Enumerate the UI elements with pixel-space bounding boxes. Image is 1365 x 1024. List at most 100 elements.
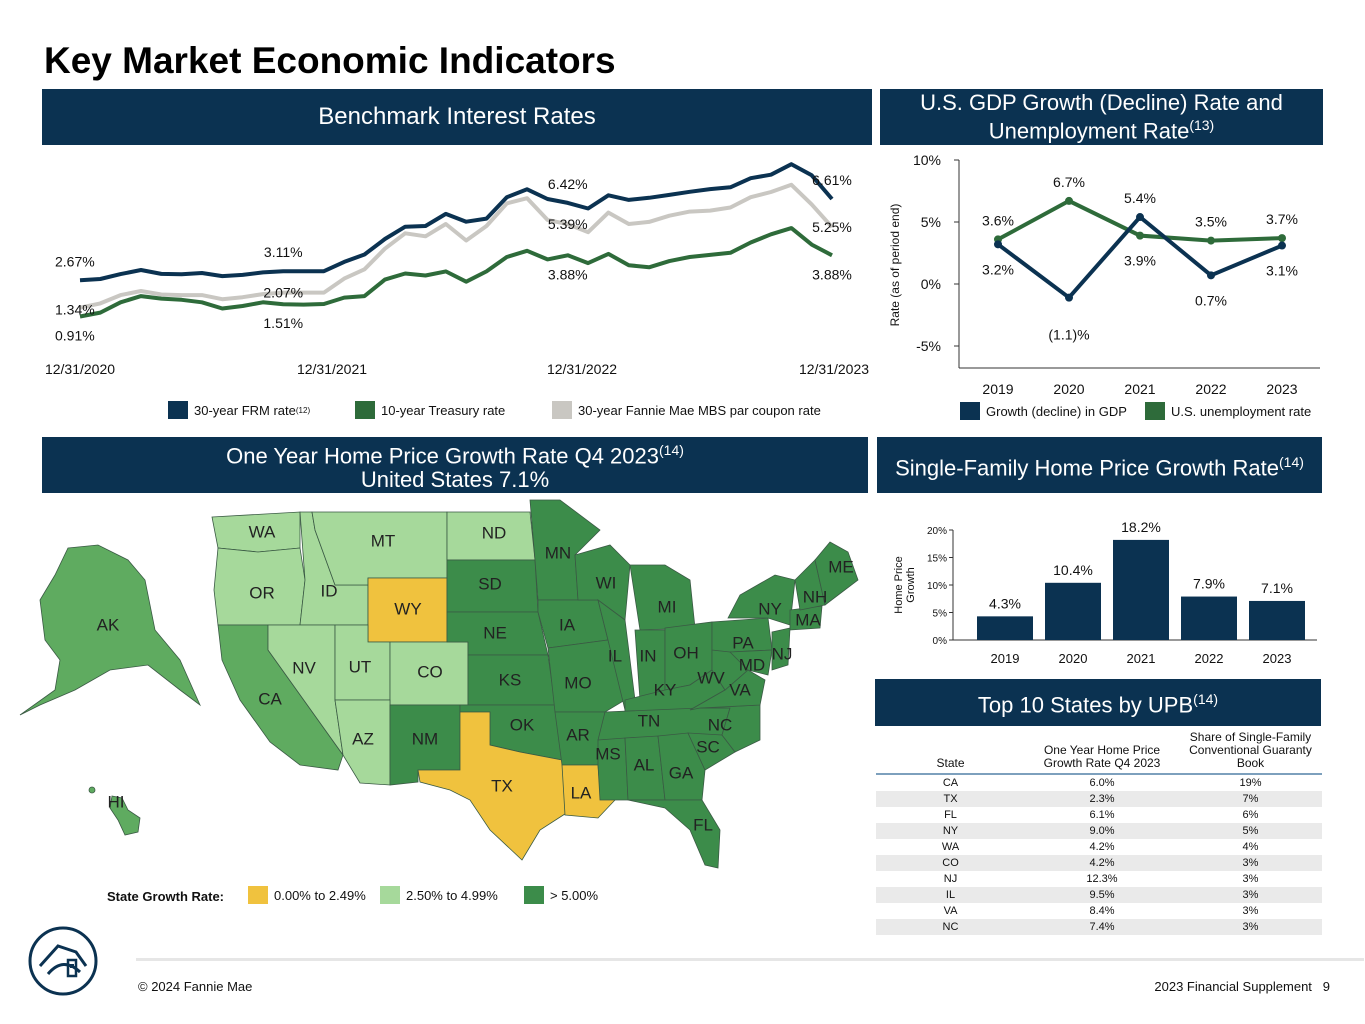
table-row: NC 7.4% 3% xyxy=(876,919,1322,935)
gdp-y-axis-label: Rate (as of period end) xyxy=(888,204,902,327)
rates-data-label: 6.61% xyxy=(812,172,852,188)
table-cell: CO xyxy=(876,855,1025,871)
hpg-bar xyxy=(1249,600,1305,640)
state-label-IA: IA xyxy=(559,615,576,634)
table-cell: 3% xyxy=(1179,855,1322,871)
gdp-data-label: 3.7% xyxy=(1266,211,1298,227)
state-label-AK: AK xyxy=(97,615,120,634)
table-cell: TX xyxy=(876,791,1025,807)
hpg-data-label: 4.3% xyxy=(989,595,1021,611)
footer-divider xyxy=(136,958,1364,961)
state-MS xyxy=(597,737,629,801)
table-cell: 3% xyxy=(1242,873,1259,885)
table-cell: 12.3% xyxy=(1086,873,1118,885)
state-GA xyxy=(657,732,706,801)
table-cell: 4.2% xyxy=(1089,841,1115,853)
state-AZ xyxy=(334,699,391,786)
gdp-x-tick-label: 2021 xyxy=(1124,381,1155,397)
legend-gdp: Growth (decline) in GDP xyxy=(960,402,1127,420)
state-MI xyxy=(629,564,696,631)
gdp-chart: 10% 5% 0% -5% Rate (as of period end) 2019 202… xyxy=(888,152,1320,397)
table-cell: 3% xyxy=(1179,919,1322,935)
state-label-OR: OR xyxy=(249,583,275,602)
state-ME xyxy=(814,541,859,606)
rates-data-label: 3.88% xyxy=(812,266,852,282)
table-cell: 2.3% xyxy=(1025,791,1179,807)
rates-data-label: 1.34% xyxy=(55,302,95,318)
us-map: WA OR CA AK HI ID NV MT WY UT CO AZ NM ND SD NE KS OK TX MN… xyxy=(19,499,859,869)
table-cell: NC xyxy=(876,919,1025,935)
legend-treasury: 10-year Treasury rate xyxy=(355,401,505,419)
state-label-OH: OH xyxy=(673,643,699,662)
state-label-GA: GA xyxy=(669,763,694,782)
state-label-AR: AR xyxy=(566,725,590,744)
table-row: WA 4.2% 4% xyxy=(876,839,1322,855)
hpg-bar xyxy=(1181,596,1237,640)
state-label-CO: CO xyxy=(417,662,443,681)
table-cell: 7.4% xyxy=(1025,919,1179,935)
legend-frm-label: 30-year FRM rate xyxy=(194,402,296,418)
gdp-point xyxy=(1136,231,1144,240)
hpg-y-tick-label: 20% xyxy=(927,526,947,537)
legend-frm-swatch xyxy=(168,401,188,419)
table-cell: 6.1% xyxy=(1089,809,1115,821)
legend-unemp-swatch xyxy=(1145,402,1165,420)
state-label-KS: KS xyxy=(499,670,522,689)
upb-heading: Top 10 States by UPB(14) xyxy=(875,679,1321,726)
upb-header-row: State One Year Home Price Growth Rate Q4… xyxy=(876,730,1322,775)
state-label-AL: AL xyxy=(634,755,655,774)
rates-data-label: 1.51% xyxy=(263,315,303,331)
gdp-data-label: 3.6% xyxy=(982,212,1014,228)
state-label-ME: ME xyxy=(828,557,854,576)
state-MO xyxy=(547,639,626,713)
map-legend-mid-label: 2.50% to 4.99% xyxy=(406,887,498,903)
gdp-heading-note: (13) xyxy=(1189,117,1215,134)
table-cell: VA xyxy=(943,905,958,917)
state-NJ xyxy=(771,627,791,671)
hpg-bar xyxy=(977,616,1033,640)
state-label-NV: NV xyxy=(292,658,316,677)
legend-treasury-label: 10-year Treasury rate xyxy=(381,402,506,418)
gdp-x-tick-label: 2019 xyxy=(982,381,1013,397)
upb-table: State One Year Home Price Growth Rate Q4… xyxy=(876,730,1322,935)
gdp-point xyxy=(994,240,1002,249)
state-label-KY: KY xyxy=(654,680,677,699)
page-title: Key Market Economic Indicators xyxy=(44,40,616,81)
state-label-MA: MA xyxy=(795,610,821,629)
rates-data-label: 0.91% xyxy=(55,328,95,344)
hpg-x-tick-label: 2019 xyxy=(991,651,1020,666)
gdp-heading: U.S. GDP Growth (Decline) Rate and Unemp… xyxy=(880,89,1323,145)
state-label-WA: WA xyxy=(249,522,276,541)
gdp-x-tick-label: 2023 xyxy=(1266,381,1297,397)
map-heading-line1: One Year Home Price Growth Rate Q4 2023 xyxy=(226,443,659,469)
state-label-MN: MN xyxy=(545,543,571,562)
state-label-VA: VA xyxy=(729,680,751,699)
state-AK xyxy=(19,544,201,716)
rates-x-tick-label: 12/31/2022 xyxy=(547,361,617,377)
state-label-NE: NE xyxy=(483,623,507,642)
map-legend-low-swatch xyxy=(248,886,268,904)
rates-data-label: 2.67% xyxy=(55,253,95,269)
upb-col-state: State xyxy=(876,730,1025,775)
upb-col-growth: One Year Home Price Growth Rate Q4 2023 xyxy=(1025,730,1179,775)
state-label-TX: TX xyxy=(491,776,513,795)
map-legend-low-label: 0.00% to 2.49% xyxy=(274,887,366,903)
table-cell: 9.5% xyxy=(1025,887,1179,903)
legend-mbs-label: 30-year Fannie Mae MBS par coupon rate xyxy=(578,402,821,418)
state-FL xyxy=(627,799,721,869)
hpg-y-tick-label: 0% xyxy=(933,636,948,647)
fannie-mae-logo-icon xyxy=(28,926,98,996)
state-label-AZ: AZ xyxy=(352,729,374,748)
rates-x-tick-label: 12/31/2023 xyxy=(799,361,869,377)
state-label-NJ: NJ xyxy=(772,644,793,663)
gdp-y-tick-label: 10% xyxy=(913,152,941,168)
gdp-point xyxy=(1207,236,1215,245)
upb-heading-note: (14) xyxy=(1193,691,1219,708)
rates-data-label: 3.11% xyxy=(264,244,303,260)
state-label-FL: FL xyxy=(693,815,713,834)
state-HI-island xyxy=(88,786,96,794)
table-row: IL 9.5% 3% xyxy=(876,887,1322,903)
gdp-heading-line1: U.S. GDP Growth (Decline) Rate and xyxy=(920,90,1283,116)
map-heading-note: (14) xyxy=(659,442,684,459)
gdp-y-tick-label: -5% xyxy=(916,338,941,354)
